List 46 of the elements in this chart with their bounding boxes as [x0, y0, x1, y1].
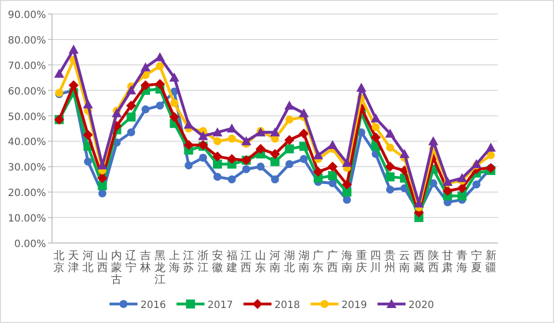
x-tick-label: 山西	[96, 249, 108, 274]
x-tick-label: 广东	[312, 249, 324, 274]
x-tick-label: 北京	[54, 249, 65, 274]
y-tick-label: 90.00%	[8, 10, 46, 21]
y-tick-label: 80.00%	[8, 35, 46, 46]
x-tick-label: 江西	[240, 249, 252, 274]
x-tick-label: 湖北	[284, 249, 295, 274]
x-tick-label: 甘肃	[442, 249, 454, 274]
y-tick-label: 20.00%	[8, 188, 46, 200]
x-tick-label: 天津	[68, 249, 80, 274]
x-tick-label: 河北	[82, 249, 94, 274]
x-tick-label: 青海	[456, 249, 468, 274]
y-tick-label: 0.00%	[14, 239, 46, 250]
y-tick-label: 10.00%	[8, 214, 46, 225]
x-tick-label: 上海	[168, 249, 180, 274]
y-tick-label: 30.00%	[8, 162, 46, 174]
x-tick-label: 西藏	[413, 249, 424, 274]
x-tick-label: 河南	[270, 249, 280, 274]
legend-label: 2016	[140, 300, 166, 311]
x-tick-label: 云南	[398, 249, 410, 274]
legend-label: 2017	[208, 300, 233, 311]
y-tick-label: 50.00%	[8, 112, 46, 123]
x-tick-label: 新疆	[485, 249, 496, 274]
x-tick-label: 陕西	[428, 249, 439, 274]
x-tick-label: 山东	[255, 249, 266, 274]
x-tick-label: 四川	[370, 249, 382, 274]
x-tick-label: 黑龙江	[154, 249, 166, 286]
y-tick-label: 40.00%	[8, 137, 46, 148]
legend-label: 2019	[342, 300, 367, 311]
legend-label: 2018	[274, 300, 300, 311]
legend-label: 2020	[408, 300, 434, 311]
x-tick-label: 海南	[341, 249, 352, 274]
x-tick-label: 贵州	[384, 249, 396, 274]
x-tick-label: 辽宁	[126, 249, 137, 274]
x-tick-label: 广西	[327, 249, 338, 274]
x-tick-label: 宁夏	[470, 249, 482, 274]
x-tick-label: 重庆	[356, 249, 367, 274]
x-tick-label: 吉林	[139, 249, 152, 274]
x-tick-label: 江苏	[183, 249, 194, 274]
x-tick-label: 浙江	[198, 249, 209, 274]
y-tick-label: 70.00%	[8, 60, 46, 72]
x-tick-label: 福建	[225, 249, 238, 274]
x-tick-label: 内蒙古	[111, 249, 122, 286]
x-tick-label: 湖南	[298, 249, 310, 274]
y-tick-label: 60.00%	[8, 86, 46, 98]
x-tick-label: 安徽	[212, 249, 223, 274]
